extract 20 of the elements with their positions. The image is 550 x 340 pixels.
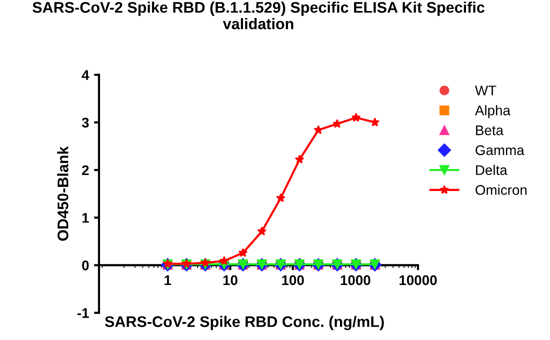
y-tick-label: 4	[82, 70, 90, 80]
y-tick-label: 2	[82, 165, 89, 176]
x-tick-label: 100	[282, 275, 304, 286]
y-tick-label: 1	[82, 213, 89, 223]
legend-label: Gamma	[476, 145, 524, 156]
legend-label: Delta	[476, 164, 508, 176]
x-tick-label: 1000	[340, 275, 370, 286]
chart-title: SARS-CoV-2 Spike RBD (B.1.1.529) Specific ELISA Kit Specific validation	[32, 2, 484, 30]
legend-label: Alpha	[474, 105, 510, 118]
x-tick-label: 10	[223, 275, 238, 286]
x-tick-label: 1	[164, 275, 172, 285]
x-axis-title: SARS-CoV-2 Spike RBD Conc. (ng/mL)	[104, 316, 384, 330]
x-tick-label: 10000	[400, 275, 437, 286]
y-axis-title: OD450-Blank	[57, 146, 68, 241]
y-tick-label: -1	[77, 308, 89, 318]
legend-label: Beta	[476, 126, 504, 136]
y-tick-label: 0	[82, 260, 89, 270]
legend-label: WT	[475, 86, 496, 96]
y-tick-label: 3	[82, 118, 89, 128]
legend-label: Omicron	[476, 184, 527, 195]
